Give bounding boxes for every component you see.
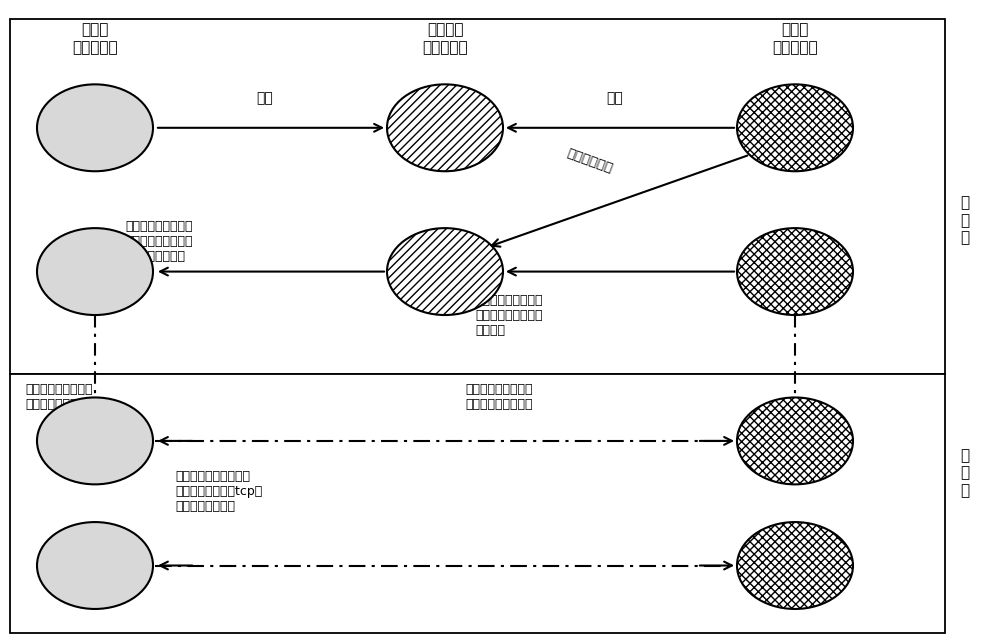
Text: 识别码匹配后建立教师
端和学生端之间的tcp连
接，开始课堂管理: 识别码匹配后建立教师 端和学生端之间的tcp连 接，开始课堂管理	[175, 470, 262, 512]
Ellipse shape	[737, 397, 853, 484]
Ellipse shape	[737, 228, 853, 315]
Text: 登录: 登录	[257, 91, 273, 105]
Text: 登录: 登录	[607, 91, 623, 105]
Text: 局
域
网: 局 域 网	[960, 448, 970, 498]
Text: 局域网广播学生端信
息和师生同步识别码: 局域网广播学生端信 息和师生同步识别码	[25, 383, 92, 412]
Text: 学生端
（局域网）: 学生端 （局域网）	[72, 22, 118, 55]
Text: 服务器端
（互联网）: 服务器端 （互联网）	[422, 22, 468, 55]
Ellipse shape	[37, 397, 153, 484]
Text: 排他性判断，通知学
生进入上课状态，发
送师生同步识别码: 排他性判断，通知学 生进入上课状态，发 送师生同步识别码	[125, 220, 192, 263]
Bar	[10, 19, 945, 374]
Ellipse shape	[387, 228, 503, 315]
Bar	[10, 374, 945, 633]
Text: 互
联
网: 互 联 网	[960, 196, 970, 245]
Text: 局域网广播教师端信
息和师生同步识别码: 局域网广播教师端信 息和师生同步识别码	[465, 383, 532, 412]
Text: 排他性判断，推送学
生信息，发送师生同
步识别码: 排他性判断，推送学 生信息，发送师生同 步识别码	[475, 294, 542, 337]
Text: 进入上课模式: 进入上课模式	[565, 147, 615, 176]
Ellipse shape	[37, 228, 153, 315]
Text: 教师端
（局域网）: 教师端 （局域网）	[772, 22, 818, 55]
Ellipse shape	[37, 84, 153, 171]
Ellipse shape	[387, 84, 503, 171]
Ellipse shape	[737, 522, 853, 609]
Ellipse shape	[737, 84, 853, 171]
Ellipse shape	[37, 522, 153, 609]
